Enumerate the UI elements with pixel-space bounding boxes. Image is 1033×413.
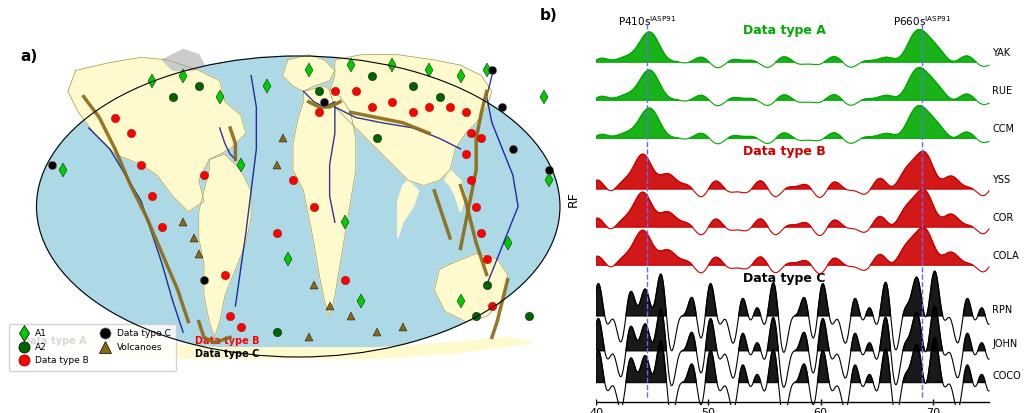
Polygon shape: [283, 55, 335, 91]
Text: Data type B: Data type B: [743, 145, 825, 158]
Text: RF: RF: [567, 191, 581, 206]
Text: JOHN: JOHN: [993, 339, 1018, 349]
Text: CCM: CCM: [993, 124, 1014, 134]
Text: COR: COR: [993, 213, 1013, 223]
Text: YAK: YAK: [993, 47, 1010, 58]
Text: 60: 60: [814, 408, 827, 413]
Text: b): b): [540, 8, 558, 23]
Polygon shape: [68, 57, 246, 212]
Polygon shape: [445, 170, 466, 212]
Polygon shape: [293, 86, 355, 316]
Legend: A1, A2, Data type B, Data type C, Volcanoes: A1, A2, Data type B, Data type C, Volcan…: [9, 324, 177, 371]
Text: COCO: COCO: [993, 371, 1021, 381]
Text: Data type A: Data type A: [22, 336, 87, 347]
Polygon shape: [162, 50, 204, 70]
Text: Data type C: Data type C: [194, 349, 259, 359]
Polygon shape: [434, 254, 507, 322]
Text: YSS: YSS: [993, 175, 1010, 185]
Text: RUE: RUE: [993, 86, 1012, 96]
Text: Data type B: Data type B: [194, 336, 259, 347]
Text: a): a): [21, 50, 38, 64]
Text: RPN: RPN: [993, 304, 1012, 315]
Text: 50: 50: [701, 408, 716, 413]
Text: Data type C: Data type C: [743, 271, 825, 285]
Text: 70: 70: [926, 408, 940, 413]
Polygon shape: [330, 55, 492, 185]
Text: P660s$^{\rm IASP91}$: P660s$^{\rm IASP91}$: [893, 14, 950, 28]
Ellipse shape: [36, 56, 560, 357]
Text: 40: 40: [589, 408, 603, 413]
Polygon shape: [63, 332, 534, 358]
Text: Data type A: Data type A: [743, 24, 825, 37]
Text: COLA: COLA: [993, 251, 1020, 261]
Polygon shape: [198, 154, 251, 337]
Polygon shape: [398, 180, 418, 238]
Text: P410s$^{\rm IASP91}$: P410s$^{\rm IASP91}$: [618, 14, 676, 28]
